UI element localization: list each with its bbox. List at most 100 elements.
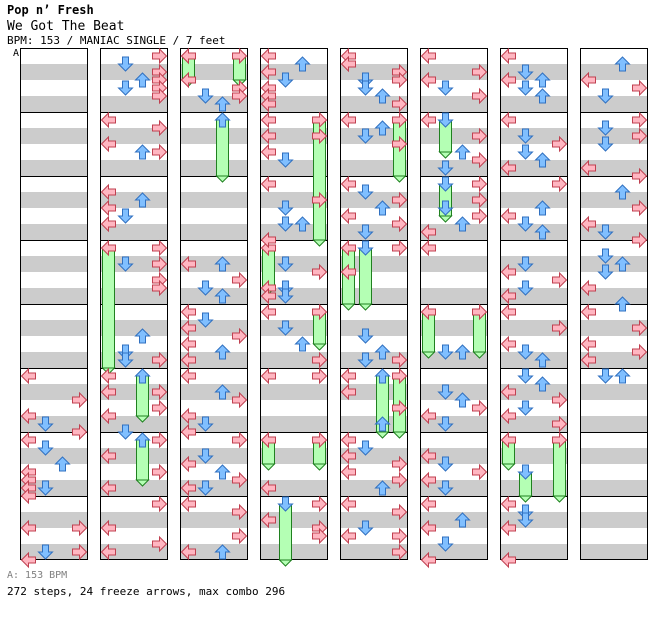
beat-stripe bbox=[420, 96, 488, 112]
beat-stripe bbox=[260, 288, 328, 304]
step-left-arrow bbox=[340, 263, 356, 281]
freeze-head-right-arrow bbox=[392, 111, 408, 129]
step-down-arrow bbox=[597, 224, 614, 240]
step-right-arrow bbox=[152, 399, 168, 417]
step-up-arrow bbox=[534, 224, 551, 240]
beat-stripe bbox=[180, 256, 248, 272]
step-up-arrow bbox=[374, 120, 391, 136]
step-right-arrow bbox=[232, 87, 248, 105]
beat-stripe bbox=[180, 64, 248, 80]
beat-stripe bbox=[500, 320, 568, 336]
beat-stripe bbox=[260, 128, 328, 144]
step-right-arrow bbox=[152, 495, 168, 513]
step-right-arrow bbox=[552, 271, 568, 289]
step-down-arrow bbox=[597, 248, 614, 264]
step-left-arrow bbox=[100, 479, 116, 497]
step-right-arrow bbox=[632, 79, 648, 97]
freeze-tail bbox=[552, 495, 567, 503]
step-right-arrow bbox=[392, 455, 408, 473]
step-down-arrow bbox=[517, 64, 534, 80]
step-left-arrow bbox=[500, 303, 516, 321]
beat-stripe bbox=[580, 128, 648, 144]
step-right-arrow bbox=[152, 87, 168, 105]
step-left-arrow bbox=[340, 527, 356, 545]
step-down-arrow bbox=[197, 88, 214, 104]
step-left-arrow bbox=[20, 519, 36, 537]
freeze-head-right-arrow bbox=[312, 111, 328, 129]
step-up-arrow bbox=[374, 344, 391, 360]
step-left-arrow bbox=[260, 479, 276, 497]
step-left-arrow bbox=[340, 447, 356, 465]
step-right-arrow bbox=[152, 119, 168, 137]
freeze-arrow bbox=[517, 464, 534, 503]
step-right-arrow bbox=[552, 175, 568, 193]
beat-stripe bbox=[340, 192, 408, 208]
step-right-arrow bbox=[472, 463, 488, 481]
beat-stripe bbox=[500, 288, 568, 304]
step-right-arrow bbox=[392, 135, 408, 153]
step-left-arrow bbox=[500, 71, 516, 89]
step-down-arrow bbox=[277, 320, 294, 336]
freeze-head-up-arrow bbox=[374, 368, 391, 384]
step-arrows bbox=[20, 47, 648, 569]
beat-stripe bbox=[420, 384, 488, 400]
beat-stripe bbox=[180, 320, 248, 336]
step-left-arrow bbox=[420, 223, 436, 241]
step-left-arrow bbox=[100, 183, 116, 201]
freeze-tail bbox=[375, 431, 390, 439]
step-down-arrow bbox=[437, 456, 454, 472]
beat-stripe bbox=[20, 256, 88, 272]
step-left-arrow bbox=[500, 335, 516, 353]
step-down-arrow bbox=[117, 424, 134, 440]
step-down-arrow bbox=[517, 216, 534, 232]
step-right-arrow bbox=[152, 535, 168, 553]
step-left-arrow bbox=[500, 263, 516, 281]
step-down-arrow bbox=[357, 520, 374, 536]
beat-stripe bbox=[580, 288, 648, 304]
freeze-head-right-arrow bbox=[472, 303, 488, 321]
beat-stripe bbox=[500, 64, 568, 80]
step-left-arrow bbox=[180, 303, 196, 321]
step-left-arrow bbox=[500, 111, 516, 129]
step-chart bbox=[20, 47, 648, 569]
step-left-arrow bbox=[500, 519, 516, 537]
step-down-arrow bbox=[437, 200, 454, 216]
step-left-arrow bbox=[100, 447, 116, 465]
freeze-arrow bbox=[312, 111, 328, 247]
beat-stripe bbox=[340, 320, 408, 336]
beat-stripe bbox=[20, 160, 88, 176]
measure-column bbox=[20, 48, 88, 560]
beat-stripe bbox=[20, 64, 88, 80]
freeze-head-right-arrow bbox=[392, 367, 408, 385]
beat-stripe bbox=[420, 160, 488, 176]
step-left-arrow bbox=[260, 95, 276, 113]
step-up-arrow bbox=[534, 88, 551, 104]
step-up-arrow bbox=[454, 216, 471, 232]
step-up-arrow bbox=[214, 384, 231, 400]
beat-stripe bbox=[340, 128, 408, 144]
step-left-arrow bbox=[260, 143, 276, 161]
step-left-arrow bbox=[20, 367, 36, 385]
freeze-tail bbox=[501, 463, 516, 471]
freeze-head-down-arrow bbox=[357, 240, 374, 256]
step-left-arrow bbox=[100, 215, 116, 233]
step-down-arrow bbox=[597, 264, 614, 280]
beat-stripe bbox=[420, 320, 488, 336]
column-frame bbox=[180, 48, 248, 560]
beat-stripe bbox=[180, 448, 248, 464]
step-right-arrow bbox=[152, 383, 168, 401]
freeze-head-down-arrow bbox=[437, 112, 454, 128]
step-up-arrow bbox=[294, 216, 311, 232]
step-down-arrow bbox=[197, 280, 214, 296]
beat-stripe bbox=[340, 480, 408, 496]
freeze-tail bbox=[261, 463, 276, 471]
chart-meta: BPM: 153 / MANIAC SINGLE / 7 feet bbox=[7, 34, 226, 47]
step-right-arrow bbox=[232, 471, 248, 489]
beat-stripe bbox=[420, 64, 488, 80]
beat-stripe bbox=[580, 192, 648, 208]
beat-stripe bbox=[580, 224, 648, 240]
step-right-arrow bbox=[472, 399, 488, 417]
freeze-tail bbox=[518, 495, 533, 503]
beat-stripe bbox=[100, 480, 168, 496]
freeze-tail bbox=[341, 303, 356, 311]
